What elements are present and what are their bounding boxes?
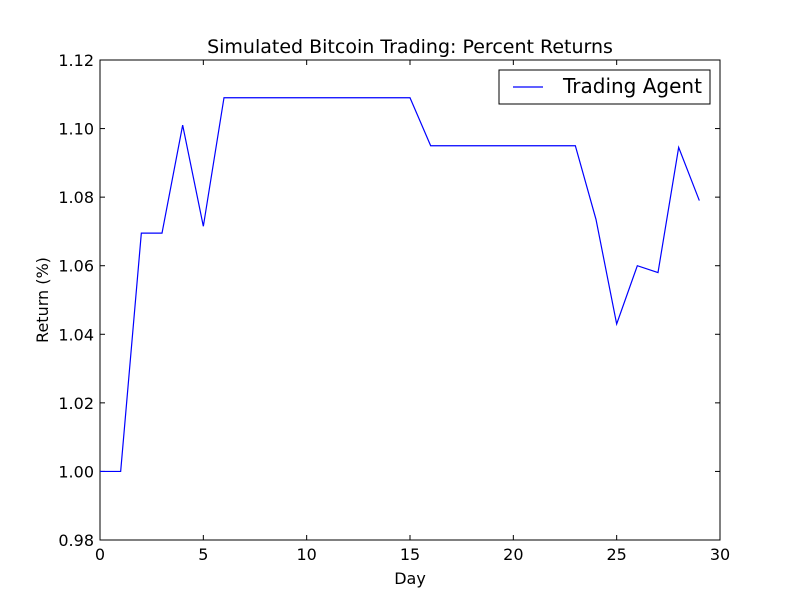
x-tick-label: 10 <box>296 545 316 564</box>
plot-frame <box>99 59 721 541</box>
y-tick-label: 1.12 <box>58 51 94 70</box>
series-layer <box>100 97 700 473</box>
x-tick-label: 25 <box>606 545 626 564</box>
x-tick-label: 15 <box>400 545 420 564</box>
legend-label: Trading Agent <box>562 74 702 98</box>
x-axis-label: Day <box>394 569 426 588</box>
y-tick-label: 1.04 <box>58 325 94 344</box>
chart-title: Simulated Bitcoin Trading: Percent Retur… <box>207 36 613 58</box>
y-axis-ticks: 0.98 1.00 1.02 1.04 1.06 1.08 1.10 1.12 <box>58 51 720 550</box>
y-axis-label: Return (%) <box>33 257 52 343</box>
y-tick-label: 1.02 <box>58 394 94 413</box>
x-tick-label: 30 <box>710 545 730 564</box>
plot-area: 0 5 10 15 20 25 30 0.98 1.00 1.02 1.04 1.06 1.08 1.1… <box>58 51 730 564</box>
legend: Trading Agent <box>498 69 711 105</box>
y-tick-label: 0.98 <box>58 531 94 550</box>
y-tick-label: 1.10 <box>58 120 94 139</box>
series-line-trading-agent <box>100 97 700 473</box>
y-tick-label: 1.00 <box>58 462 94 481</box>
y-tick-label: 1.08 <box>58 188 94 207</box>
x-tick-label: 0 <box>95 545 105 564</box>
x-tick-label: 20 <box>503 545 523 564</box>
x-axis-ticks: 0 5 10 15 20 25 30 <box>95 60 730 564</box>
y-tick-label: 1.06 <box>58 257 94 276</box>
x-tick-label: 5 <box>198 545 208 564</box>
